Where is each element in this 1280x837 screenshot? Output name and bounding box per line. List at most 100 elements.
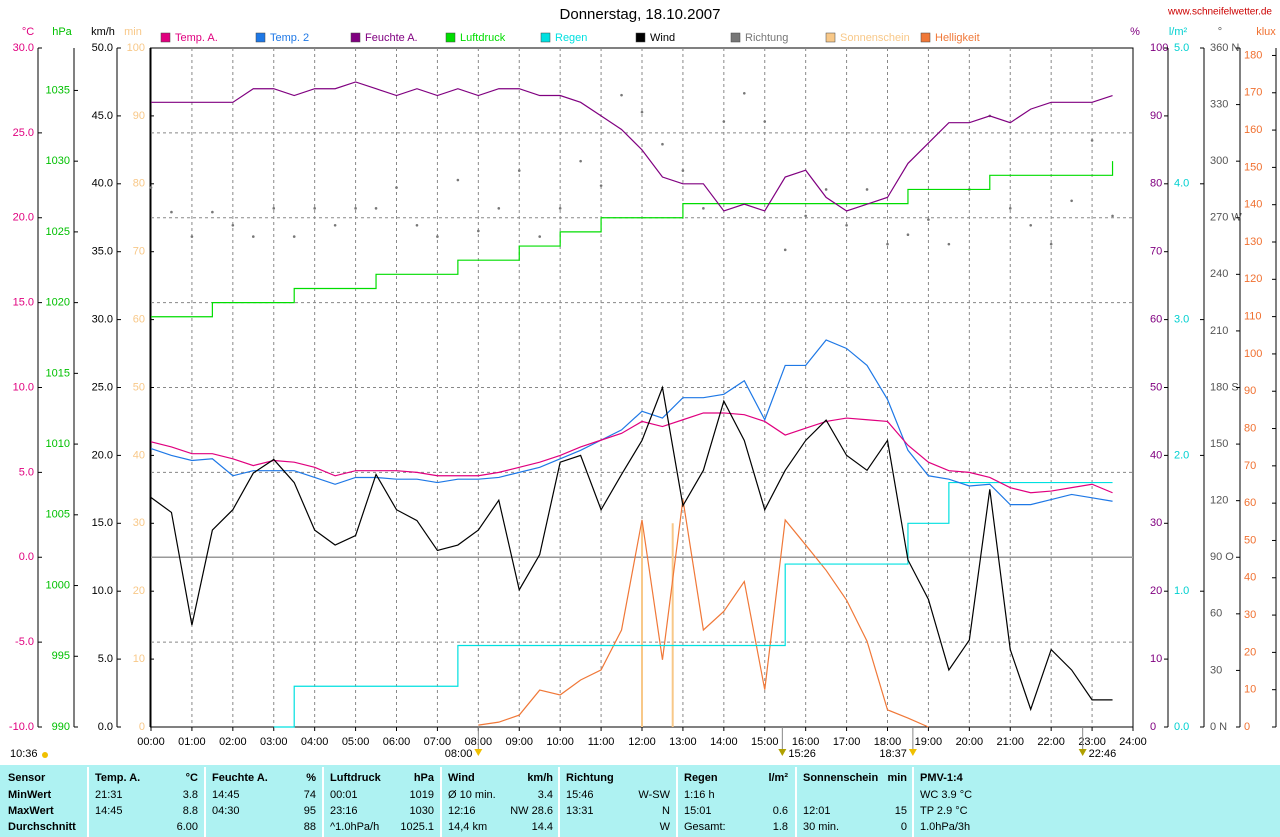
marker-icon (908, 749, 917, 756)
table-cell: NW 28.6 (510, 805, 553, 817)
x-tick-label: 19:00 (915, 736, 943, 748)
axis-unit: hPa (52, 26, 72, 38)
direction-dot (783, 248, 787, 252)
legend-swatch (160, 32, 171, 43)
direction-dot (742, 91, 746, 95)
direction-dot (1090, 139, 1094, 142)
x-tick-label: 18:00 (874, 736, 902, 748)
direction-dot (722, 120, 726, 123)
y-tick-label: 0.0 (98, 721, 113, 733)
table-cell: 12:16 (448, 805, 476, 817)
y-tick-label: 0 (1150, 721, 1156, 733)
legend-label: Temp. 2 (270, 32, 309, 44)
table-cell: min (887, 772, 907, 784)
x-tick-label: 07:00 (424, 736, 452, 748)
y-tick-label: 35.0 (92, 246, 113, 258)
sun-icon (42, 752, 48, 758)
table-cell: 23:16 (330, 805, 358, 817)
table-cell: W (660, 821, 671, 833)
series-line (151, 161, 1114, 318)
x-tick-label: 20:00 (956, 736, 984, 748)
y-tick-label: 180 (1244, 49, 1262, 61)
table-cell: Richtung (566, 772, 614, 784)
table-cell: 14,4 km (448, 821, 487, 833)
y-tick-label: 300 (1210, 155, 1228, 167)
y-tick-label: 10.0 (13, 381, 34, 393)
chart-title: Donnerstag, 18.10.2007 (560, 6, 721, 23)
direction-dot (702, 207, 705, 210)
legend-swatch (635, 32, 646, 43)
legend-swatch (540, 32, 551, 43)
direction-dot (620, 93, 623, 97)
table-cell: 12:01 (803, 805, 831, 817)
y-tick-label: 270 W (1210, 212, 1242, 224)
x-tick-label: 14:00 (710, 736, 738, 748)
direction-dot (497, 207, 501, 210)
direction-dot (1070, 199, 1073, 203)
y-tick-label: 120 (1210, 495, 1228, 507)
x-tick-label: 22:00 (1037, 736, 1065, 748)
table-cell: Gesamt: (684, 821, 726, 833)
x-tick-label: 10:00 (546, 736, 574, 748)
y-tick-label: 40 (1244, 572, 1256, 584)
axis-unit: klux (1256, 26, 1276, 38)
direction-dot (640, 110, 644, 114)
y-tick-label: 150 (1210, 438, 1228, 450)
direction-dot (661, 142, 664, 146)
legend-label: Richtung (745, 32, 788, 44)
table-cell: TP 2.9 °C (920, 805, 968, 817)
series-line (150, 385, 1113, 712)
x-tick-label: 21:00 (996, 736, 1024, 748)
y-tick-label: 0.0 (1174, 721, 1189, 733)
x-tick-label: 23:00 (1078, 736, 1106, 748)
table-cell: N (662, 805, 670, 817)
table-cell: 30 min. (803, 821, 839, 833)
y-tick-label: 995 (52, 650, 70, 662)
table-cell: 0 (901, 821, 907, 833)
direction-dot (886, 242, 889, 246)
legend-swatch (255, 32, 266, 43)
table-cell: Ø 10 min. (448, 789, 496, 801)
legend-swatch (350, 32, 361, 43)
y-tick-label: 30 (1210, 664, 1222, 676)
y-tick-label: 60 (133, 314, 145, 326)
direction-dot (374, 207, 378, 210)
direction-dot (333, 223, 337, 227)
table-cell: 14:45 (95, 805, 123, 817)
series-line (150, 339, 1113, 506)
table-cell: Luftdruck (330, 772, 382, 784)
y-tick-label: 1025 (46, 226, 70, 238)
direction-dot (599, 184, 603, 187)
y-tick-label: 50 (133, 381, 145, 393)
direction-dot (149, 186, 153, 189)
y-tick-label: 120 (1244, 273, 1262, 285)
direction-dot (170, 210, 173, 214)
legend-label: Temp. A. (175, 32, 218, 44)
table-cell: PMV-1:4 (920, 772, 964, 784)
table-cell: 13:31 (566, 805, 594, 817)
y-tick-label: 50 (1150, 381, 1162, 393)
table-cell: 1.0hPa/3h (920, 821, 970, 833)
table-cell: 14:45 (212, 789, 240, 801)
table-cell: Feuchte A. (212, 772, 268, 784)
direction-dot (865, 188, 869, 191)
table-cell: 1030 (410, 805, 434, 817)
direction-dot (1008, 207, 1012, 210)
table-cell: Wind (448, 772, 475, 784)
y-tick-label: 20 (1150, 585, 1162, 597)
y-tick-label: 330 (1210, 98, 1228, 110)
y-tick-label: 240 (1210, 268, 1228, 280)
marker-label: 18:37 (879, 748, 907, 760)
direction-dot (211, 210, 214, 214)
y-tick-label: 15.0 (92, 517, 113, 529)
y-tick-label: 210 (1210, 325, 1228, 337)
y-tick-label: 150 (1244, 161, 1262, 173)
y-tick-label: 5.0 (98, 653, 113, 665)
table-cell: Durchschnitt (8, 821, 76, 833)
table-cell: MinWert (8, 789, 52, 801)
y-tick-label: 40.0 (92, 178, 113, 190)
table-cell: 74 (304, 789, 316, 801)
direction-dot (1029, 223, 1033, 227)
table-cell: l/m² (768, 772, 788, 784)
